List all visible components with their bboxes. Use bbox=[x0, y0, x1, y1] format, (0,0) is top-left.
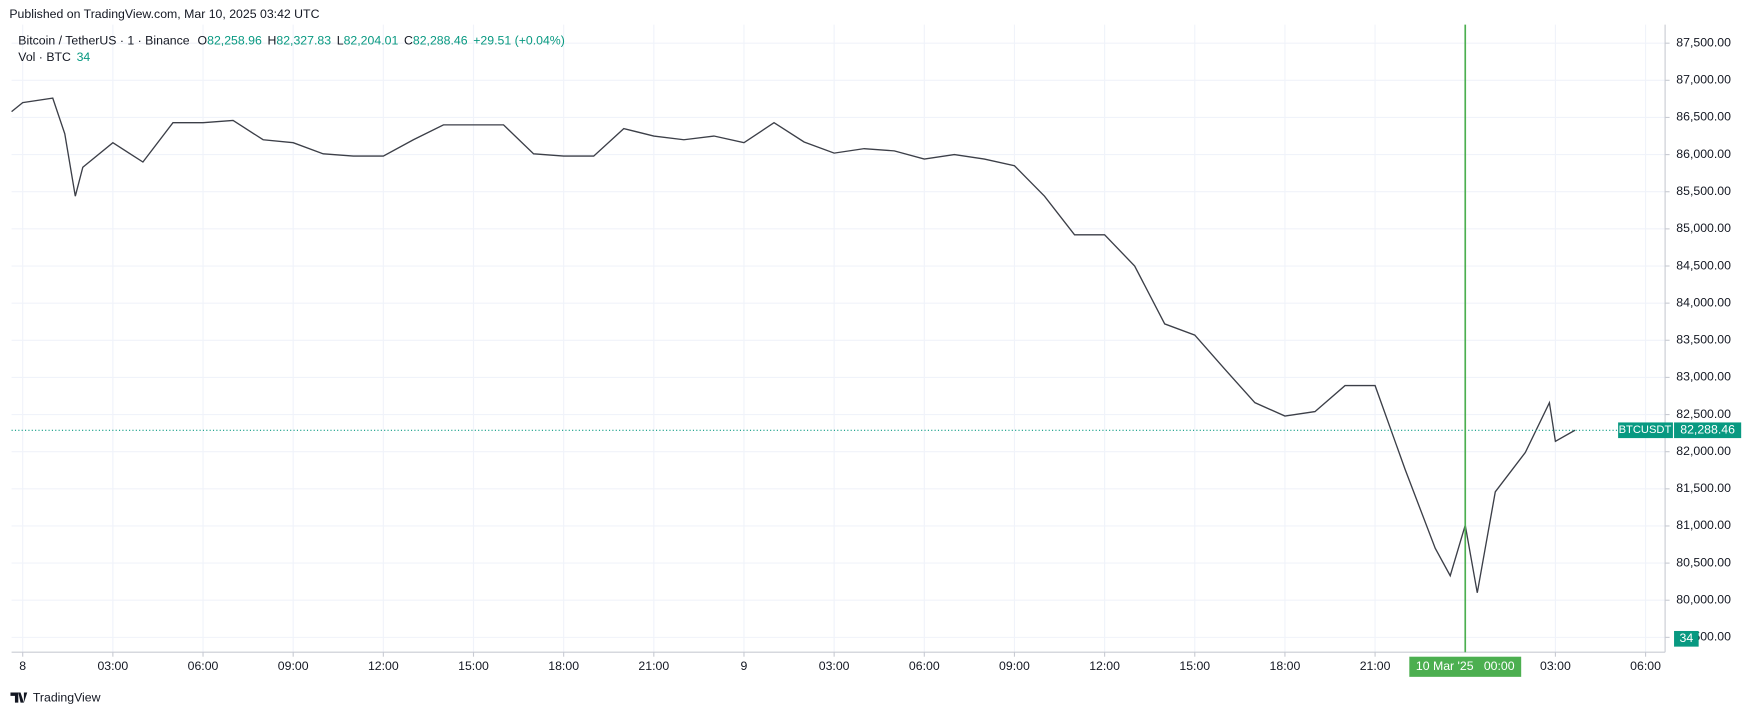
x-tick-label: 09:00 bbox=[278, 659, 309, 673]
y-tick-label: 80,000.00 bbox=[1676, 592, 1731, 606]
ohlc-value: 82,258.96 bbox=[207, 34, 262, 48]
x-tick-label: 18:00 bbox=[548, 659, 579, 673]
symbol-tag: BTCUSDT bbox=[1619, 424, 1672, 436]
y-tick-label: 87,000.00 bbox=[1676, 73, 1731, 87]
footer-logo: TradingView bbox=[10, 690, 101, 704]
x-tick-label: 06:00 bbox=[1630, 659, 1661, 673]
price-line bbox=[11, 97, 1576, 593]
y-tick-label: 81,000.00 bbox=[1676, 518, 1731, 532]
x-tick-label: 06:00 bbox=[909, 659, 940, 673]
y-tick-label: 80,500.00 bbox=[1676, 555, 1731, 569]
x-tick-label: 8 bbox=[19, 659, 26, 673]
price-tag: 82,288.46 bbox=[1680, 423, 1735, 437]
volume-value: 34 bbox=[77, 50, 91, 64]
y-tick-label: 83,500.00 bbox=[1676, 333, 1731, 347]
x-tick-label: 18:00 bbox=[1270, 659, 1301, 673]
x-tick-label: 03:00 bbox=[819, 659, 850, 673]
volume-tag-bg bbox=[1674, 630, 1699, 647]
ohlc-key: H bbox=[267, 34, 276, 48]
x-tick-label: 03:00 bbox=[1540, 659, 1571, 673]
plot-area bbox=[11, 24, 1666, 653]
volume-name: Vol · BTC bbox=[18, 50, 71, 64]
legend-line: Bitcoin / TetherUS · 1 · Binance O82,258… bbox=[18, 34, 565, 48]
footer-text: TradingView bbox=[33, 690, 101, 704]
ohlc-value: 82,204.01 bbox=[344, 34, 399, 48]
x-tick-label: 12:00 bbox=[368, 659, 399, 673]
x-tick-label: 9 bbox=[741, 659, 748, 673]
x-tick-label: 09:00 bbox=[999, 659, 1030, 673]
ohlc-value: 82,288.46 bbox=[413, 34, 468, 48]
x-tick-label: 21:00 bbox=[1360, 659, 1391, 673]
y-tick-label: 85,500.00 bbox=[1676, 184, 1731, 198]
change: +29.51 (+0.04%) bbox=[473, 34, 565, 48]
symbol-tag-bg bbox=[1618, 422, 1673, 439]
symbol: Bitcoin / TetherUS · 1 · Binance bbox=[18, 34, 189, 48]
logo-icon bbox=[10, 692, 28, 703]
ohlc-key: O bbox=[198, 34, 208, 48]
x-tick-label: 06:00 bbox=[188, 659, 219, 673]
y-tick-label: 83,000.00 bbox=[1676, 370, 1731, 384]
y-tick-label: 82,500.00 bbox=[1676, 407, 1731, 421]
ohlc-key: C bbox=[404, 34, 413, 48]
y-tick-label: 86,500.00 bbox=[1676, 110, 1731, 124]
x-tick-label: 03:00 bbox=[97, 659, 128, 673]
y-tick-label: 86,000.00 bbox=[1676, 147, 1731, 161]
y-tick-label: 82,000.00 bbox=[1676, 444, 1731, 458]
x-tick-label: 15:00 bbox=[458, 659, 489, 673]
ohlc-key: L bbox=[337, 34, 344, 48]
y-tick-label: 87,500.00 bbox=[1676, 35, 1731, 49]
y-tick-label: 84,000.00 bbox=[1676, 295, 1731, 309]
x-tick-label: 12:00 bbox=[1089, 659, 1120, 673]
price-tag-bg bbox=[1674, 422, 1742, 439]
crosshair-label: 10 Mar '25 00:00 bbox=[1416, 659, 1515, 673]
x-tick-label: 21:00 bbox=[638, 659, 669, 673]
y-tick-label: 84,500.00 bbox=[1676, 258, 1731, 272]
y-tick-label: 81,500.00 bbox=[1676, 481, 1731, 495]
ohlc-value: 82,327.83 bbox=[276, 34, 331, 48]
published-note: Published on TradingView.com, Mar 10, 20… bbox=[9, 7, 319, 21]
crosshair-label-bg bbox=[1409, 656, 1522, 677]
y-tick-label: 85,000.00 bbox=[1676, 221, 1731, 235]
volume-legend: Vol · BTC 34 bbox=[18, 50, 90, 64]
x-tick-label: 15:00 bbox=[1179, 659, 1210, 673]
volume-tag: 34 bbox=[1680, 631, 1694, 645]
